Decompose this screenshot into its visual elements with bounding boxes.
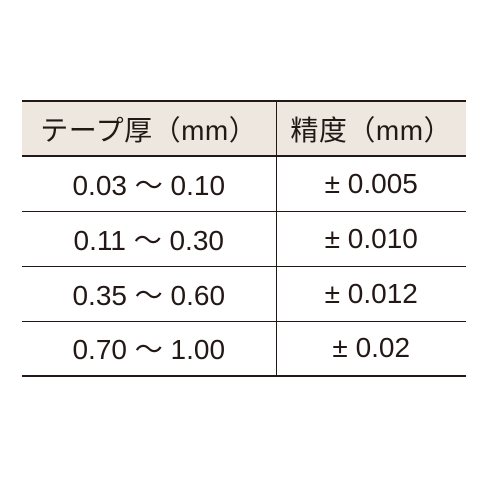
col-header-tape-thickness: テープ厚（mm） [22, 101, 276, 156]
cell-tape-thickness: 0.03 ～ 0.10 [22, 156, 276, 211]
cell-tape-thickness: 0.11 ～ 0.30 [22, 211, 276, 266]
cell-tape-thickness: 0.35 ～ 0.60 [22, 266, 276, 321]
cell-precision: ± 0.02 [276, 321, 466, 376]
cell-tape-thickness: 0.70 ～ 1.00 [22, 321, 276, 376]
page: { "table": { "type": "table", "columns":… [0, 0, 500, 500]
table-header-row: テープ厚（mm） 精度（mm） [22, 101, 466, 156]
col-header-precision: 精度（mm） [276, 101, 466, 156]
tolerance-table: テープ厚（mm） 精度（mm） 0.03 ～ 0.10 ± 0.005 0.11… [22, 100, 466, 377]
table-row: 0.35 ～ 0.60 ± 0.012 [22, 266, 466, 321]
cell-precision: ± 0.012 [276, 266, 466, 321]
table-row: 0.11 ～ 0.30 ± 0.010 [22, 211, 466, 266]
table-row: 0.03 ～ 0.10 ± 0.005 [22, 156, 466, 211]
table-row: 0.70 ～ 1.00 ± 0.02 [22, 321, 466, 376]
cell-precision: ± 0.010 [276, 211, 466, 266]
cell-precision: ± 0.005 [276, 156, 466, 211]
